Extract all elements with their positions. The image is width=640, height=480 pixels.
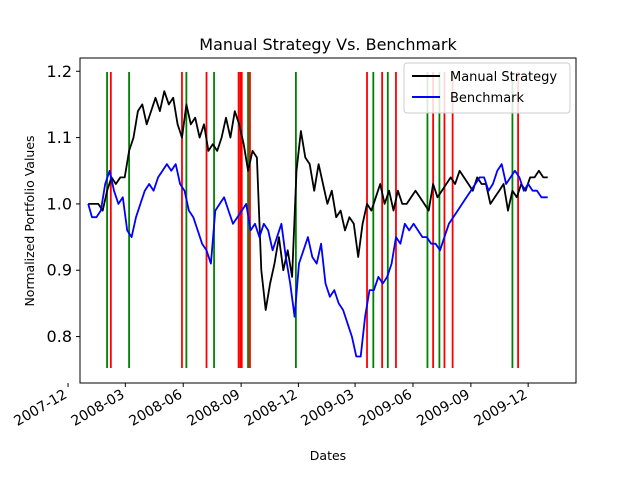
y-tick-label: 1.0 bbox=[47, 194, 72, 213]
series-line-benchmark bbox=[87, 163, 548, 358]
legend-label-manual-strategy: Manual Strategy bbox=[450, 70, 557, 85]
x-axis-label: Dates bbox=[310, 448, 346, 463]
legend: Manual Strategy Benchmark bbox=[403, 62, 571, 114]
series-layer bbox=[87, 90, 548, 358]
legend-label-benchmark: Benchmark bbox=[450, 91, 525, 106]
plot-frame bbox=[79, 57, 577, 384]
legend-box bbox=[403, 62, 571, 114]
y-tick-label: 1.2 bbox=[47, 62, 72, 81]
chart-title: Manual Strategy Vs. Benchmark bbox=[199, 35, 457, 54]
y-tick-label: 0.9 bbox=[47, 261, 72, 280]
y-axis-label: Normalized Portfolio Values bbox=[22, 135, 37, 306]
y-axis: 0.8 0.9 1.0 1.1 1.2 bbox=[47, 62, 80, 346]
y-tick-label: 1.1 bbox=[47, 128, 72, 147]
y-tick-label: 0.8 bbox=[47, 327, 72, 346]
